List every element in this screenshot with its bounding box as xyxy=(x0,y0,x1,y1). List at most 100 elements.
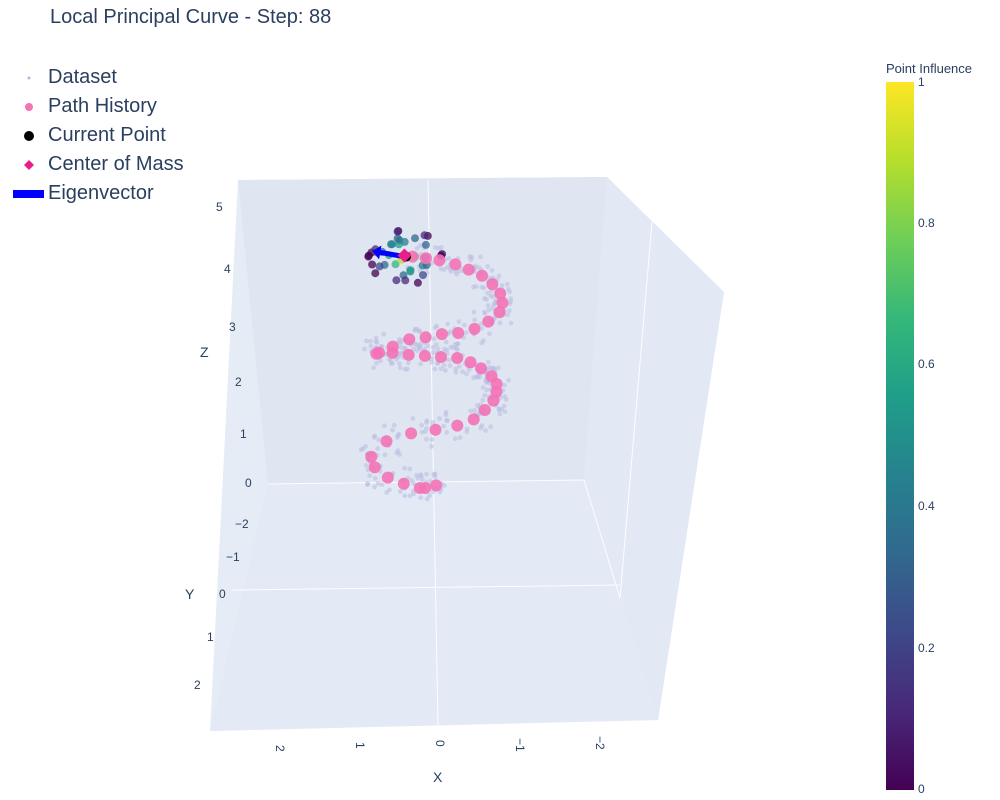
dataset-point xyxy=(457,435,463,441)
dataset-point xyxy=(464,426,470,432)
dataset-point xyxy=(411,346,417,352)
dataset-point xyxy=(407,466,413,472)
dataset-point xyxy=(373,335,379,341)
dataset-point xyxy=(390,427,395,433)
influence-point xyxy=(413,278,422,287)
dataset-point xyxy=(375,481,381,486)
x-tick: −1 xyxy=(513,738,527,752)
path-history-point xyxy=(405,427,418,440)
dataset-point xyxy=(497,320,503,326)
dataset-point xyxy=(365,481,371,487)
path-history-point xyxy=(482,315,495,328)
dataset-point xyxy=(485,359,491,365)
dataset-point xyxy=(391,422,397,428)
dataset-point xyxy=(424,496,430,502)
influence-point xyxy=(375,262,384,271)
influence-point xyxy=(391,260,400,269)
dataset-point xyxy=(505,312,511,318)
z-tick: 3 xyxy=(229,320,236,334)
current-markers xyxy=(372,245,412,263)
legend-label: Dataset xyxy=(48,66,117,88)
path-history-point xyxy=(430,479,443,492)
dataset-point xyxy=(398,340,404,346)
dataset-point xyxy=(489,268,495,273)
dataset-point xyxy=(482,393,487,398)
z-axis-title: Z xyxy=(200,344,209,360)
dataset-point xyxy=(448,269,454,274)
dataset-point xyxy=(437,489,443,495)
dataset-point xyxy=(508,320,514,326)
dataset-point xyxy=(398,345,404,350)
dataset-point xyxy=(424,418,430,424)
dataset-point xyxy=(378,358,383,364)
dataset-point xyxy=(372,476,378,481)
dataset-point xyxy=(456,364,462,369)
influence-point xyxy=(400,237,409,246)
path-history-point xyxy=(449,258,462,271)
dataset-point xyxy=(414,472,419,478)
dataset-point xyxy=(438,366,444,372)
dataset-point xyxy=(463,330,469,336)
path-history-point xyxy=(418,349,431,362)
current-point-marker-icon xyxy=(24,131,34,141)
dataset-point xyxy=(416,329,422,334)
dataset-point xyxy=(414,342,420,348)
influence-point xyxy=(392,276,401,285)
dataset-point xyxy=(480,385,486,390)
dataset-point xyxy=(439,245,444,250)
path-history-point xyxy=(386,340,399,353)
path-history-point xyxy=(419,252,432,265)
z-tick: 1 xyxy=(240,427,247,441)
dataset-point xyxy=(502,409,508,414)
dataset-point xyxy=(427,493,432,498)
dataset-point xyxy=(497,411,503,417)
x-tick: 1 xyxy=(353,742,367,749)
y-tick: 2 xyxy=(194,678,201,692)
dataset-point xyxy=(446,256,452,261)
influence-point xyxy=(419,271,427,280)
dataset-point xyxy=(418,243,423,248)
scene-panes xyxy=(210,177,724,731)
influence-point xyxy=(406,266,415,275)
dataset-point xyxy=(485,303,491,308)
y-tick: −2 xyxy=(235,517,249,531)
path-history-point xyxy=(494,287,507,300)
path-history-point xyxy=(419,331,432,344)
dataset-point xyxy=(418,473,424,479)
dataset-point xyxy=(410,416,416,421)
dataset-point xyxy=(483,428,488,433)
dataset-point xyxy=(402,493,408,499)
dataset-point xyxy=(430,420,436,425)
path-history-point xyxy=(380,435,393,448)
dataset-point xyxy=(429,359,434,365)
dataset-point xyxy=(441,362,447,368)
influence-point xyxy=(368,260,377,269)
path-history-point xyxy=(435,328,448,341)
dataset-point xyxy=(429,444,434,449)
dataset-point xyxy=(445,321,450,327)
dataset-point xyxy=(362,346,367,352)
dataset-point xyxy=(482,311,488,316)
influence-point xyxy=(421,240,430,249)
dataset-point xyxy=(363,444,368,449)
path-history-point xyxy=(468,322,481,335)
z-tick: 4 xyxy=(224,262,231,276)
dataset-point xyxy=(454,347,460,352)
dataset-point xyxy=(475,374,480,380)
colorbar-title: Point Influence xyxy=(886,61,973,76)
path-history-point xyxy=(451,419,464,432)
influence-point xyxy=(371,269,380,278)
path-history-point xyxy=(467,413,480,426)
influence-point xyxy=(393,227,402,236)
dataset-point xyxy=(454,271,459,277)
dataset-point xyxy=(486,307,492,313)
dataset-point xyxy=(462,322,467,328)
y-tick: −1 xyxy=(226,550,240,564)
dataset-point xyxy=(374,360,379,366)
colorbar-tick: 1 xyxy=(918,75,925,89)
dataset-point xyxy=(472,317,478,323)
dataset-point xyxy=(425,343,431,349)
x-tick: 0 xyxy=(433,740,447,747)
dataset-point xyxy=(485,264,491,269)
